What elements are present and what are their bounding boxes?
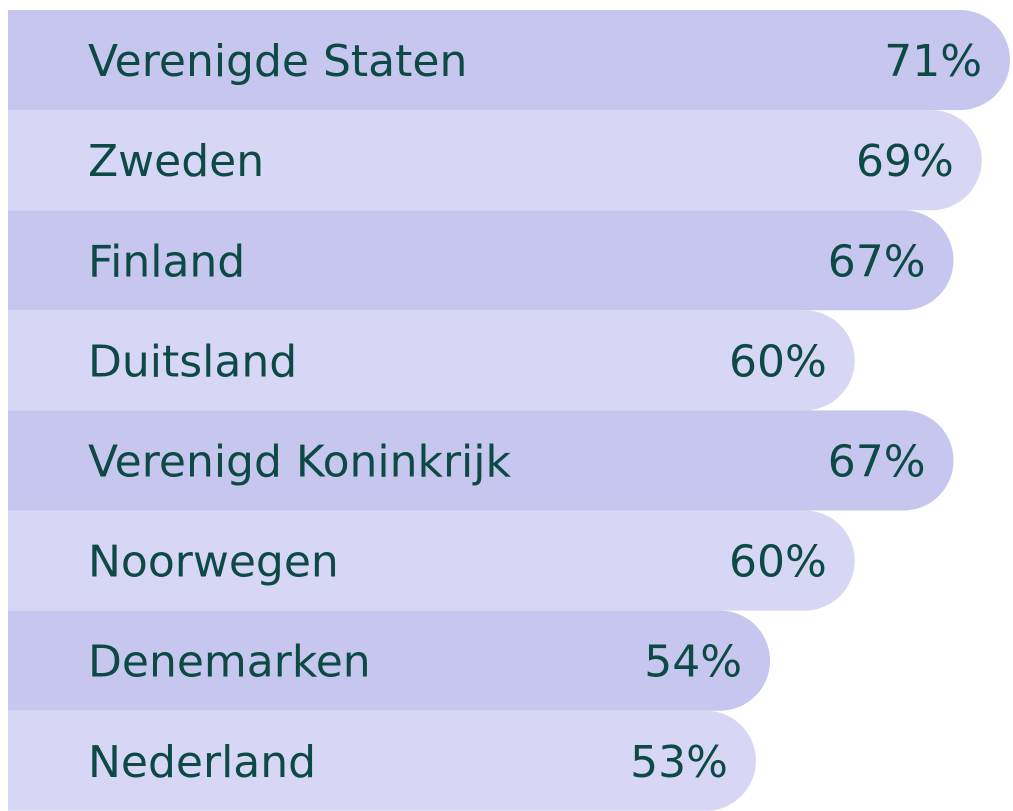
- bar: [8, 510, 855, 611]
- bar: [8, 610, 771, 711]
- value-label: 67%: [828, 236, 926, 287]
- category-label: Nederland: [88, 737, 316, 788]
- value-label: 60%: [729, 537, 827, 588]
- bar: [8, 210, 954, 311]
- bar: [8, 10, 1010, 111]
- category-label: Denemarken: [88, 637, 371, 688]
- category-label: Zweden: [88, 136, 264, 187]
- category-label: Noorwegen: [88, 537, 339, 588]
- bar: [8, 710, 756, 811]
- bar: [8, 110, 982, 211]
- category-label: Duitsland: [88, 336, 297, 387]
- value-label: 53%: [630, 737, 728, 788]
- category-label: Finland: [88, 236, 245, 287]
- value-label: 69%: [856, 136, 954, 187]
- value-label: 67%: [828, 436, 926, 487]
- value-label: 60%: [729, 336, 827, 387]
- bar: [8, 310, 855, 411]
- bar: [8, 410, 954, 511]
- value-label: 71%: [884, 36, 982, 87]
- category-label: Verenigde Staten: [88, 36, 467, 87]
- category-label: Verenigd Koninkrijk: [88, 436, 512, 487]
- value-label: 54%: [644, 637, 742, 688]
